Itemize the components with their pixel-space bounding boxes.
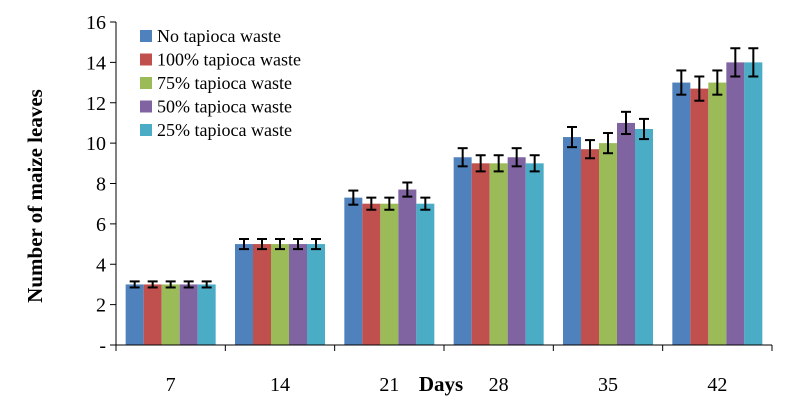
bar	[471, 163, 490, 345]
y-tick-label: 4	[96, 254, 106, 276]
error-bars-layer	[129, 47, 759, 289]
error-bar	[603, 132, 613, 155]
error-bar	[293, 238, 303, 251]
x-tick-label: 21	[379, 374, 399, 396]
bar	[253, 244, 271, 345]
x-tick-label: 28	[489, 374, 509, 396]
legend-swatch	[140, 124, 152, 136]
error-bar	[384, 196, 395, 211]
error-bar	[493, 154, 504, 173]
legend-item: 25% tapioca waste	[140, 120, 292, 140]
error-bar	[621, 110, 631, 136]
y-tick-label: 16	[86, 12, 106, 34]
error-bar	[402, 181, 413, 198]
error-bar	[366, 196, 377, 211]
error-bar	[730, 47, 741, 78]
bar	[453, 157, 472, 345]
legend-label: 75% tapioca waste	[157, 73, 292, 93]
bar	[416, 203, 435, 345]
legend: No tapioca waste 100% tapioca waste 75% ta…	[140, 26, 301, 140]
x-axis-label: Days	[419, 372, 463, 396]
bar	[271, 244, 289, 345]
legend-item: No tapioca waste	[140, 26, 281, 46]
legend-swatch	[140, 30, 152, 42]
legend-item: 50% tapioca waste	[140, 97, 292, 117]
bar	[563, 137, 581, 345]
bar	[289, 244, 307, 345]
legend-swatch	[140, 100, 152, 113]
bar	[581, 149, 599, 345]
bar	[635, 128, 653, 345]
bar	[125, 284, 144, 345]
y-tick-label: -	[99, 335, 106, 357]
error-bar	[475, 154, 486, 173]
bar	[307, 244, 325, 345]
x-tick-label: 7	[166, 374, 176, 396]
y-tick-label: 10	[86, 133, 106, 155]
bar	[362, 203, 381, 345]
bar	[179, 284, 198, 345]
legend-label: No tapioca waste	[157, 26, 281, 46]
error-bar	[201, 280, 212, 289]
y-tick-label: 6	[96, 214, 106, 236]
bar	[143, 284, 162, 345]
error-bar	[420, 196, 431, 211]
error-bar	[348, 189, 359, 206]
bar	[197, 284, 216, 345]
legend-item: 100% tapioca waste	[140, 50, 301, 70]
error-bar	[239, 238, 249, 251]
error-bar	[748, 47, 759, 78]
error-bar	[457, 147, 468, 168]
bar	[398, 189, 417, 345]
bar	[617, 122, 635, 345]
legend-swatch	[140, 77, 152, 89]
legend-label: 25% tapioca waste	[157, 120, 292, 140]
error-bar	[147, 280, 158, 289]
error-bar	[165, 280, 176, 289]
bar	[672, 82, 691, 345]
error-bar	[257, 238, 267, 251]
y-tick-label: 8	[96, 174, 106, 196]
error-bar	[529, 154, 540, 173]
y-tick-label: 2	[96, 295, 106, 317]
bar	[344, 197, 363, 345]
y-axis-ticks: - 2 4 6 8 10 12 14 16	[86, 12, 116, 357]
x-tick-label: 35	[598, 374, 618, 396]
legend-label: 50% tapioca waste	[157, 97, 292, 117]
legend-item: 75% tapioca waste	[140, 73, 292, 93]
error-bar	[129, 280, 140, 289]
error-bar	[511, 147, 522, 168]
bar	[507, 157, 526, 345]
bar	[599, 143, 617, 345]
bar	[690, 88, 709, 346]
x-tick-label: 42	[707, 374, 727, 396]
bar	[726, 62, 745, 345]
x-tick-label: 14	[270, 374, 290, 396]
y-tick-label: 12	[86, 93, 106, 115]
bar	[525, 163, 544, 345]
error-bar	[712, 69, 723, 96]
bars-layer	[125, 62, 763, 346]
bar	[708, 82, 727, 345]
y-axis-label: Number of maize leaves	[23, 89, 47, 303]
legend-swatch	[140, 53, 152, 66]
error-bar	[694, 75, 705, 102]
y-tick-label: 14	[86, 52, 106, 74]
error-bar	[183, 280, 194, 289]
error-bar	[585, 139, 595, 160]
error-bar	[275, 238, 285, 251]
x-axis-ticks: 7 14 21 28 35 42	[115, 345, 773, 396]
bar	[235, 244, 253, 345]
error-bar	[676, 69, 687, 96]
error-bar	[567, 125, 577, 149]
bar	[380, 203, 399, 345]
bar	[489, 163, 508, 345]
legend-label: 100% tapioca waste	[157, 50, 301, 70]
bar	[744, 62, 763, 345]
bar	[161, 284, 180, 345]
error-bar	[311, 238, 321, 251]
error-bar	[639, 117, 649, 141]
